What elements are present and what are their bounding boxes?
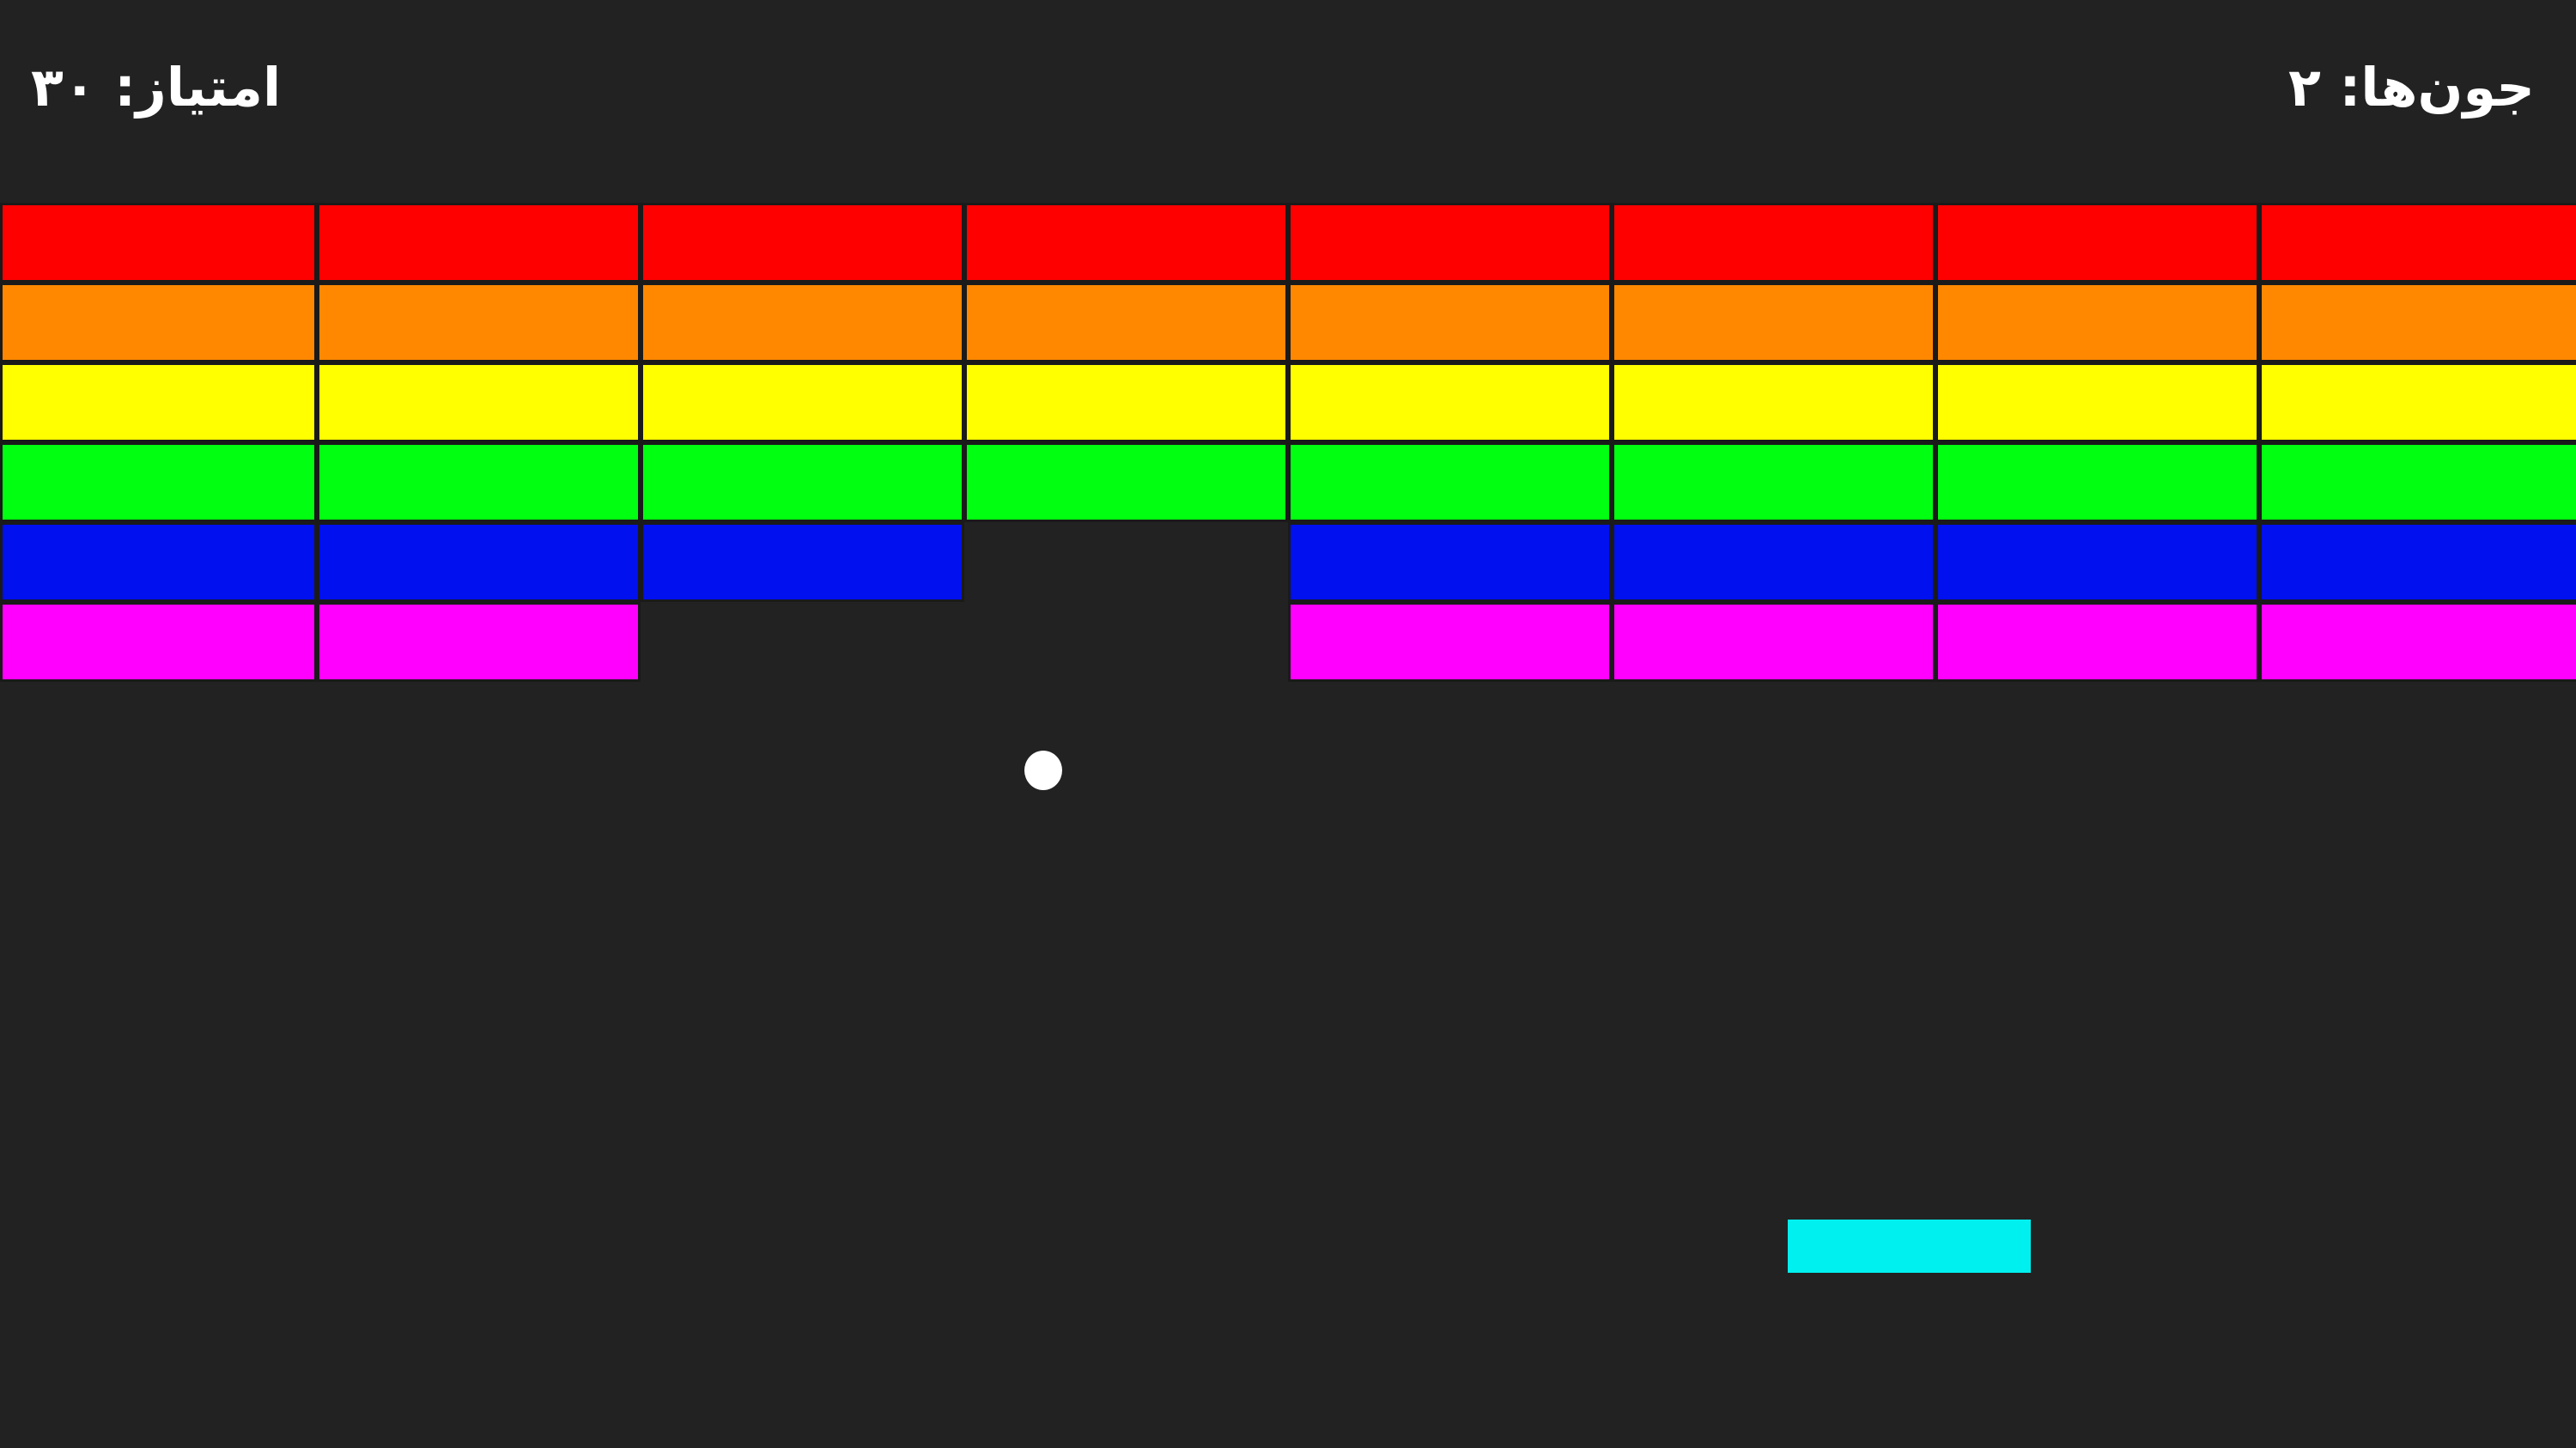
brick — [1935, 442, 2259, 522]
brick — [641, 522, 964, 602]
brick — [317, 442, 641, 522]
brick — [641, 283, 964, 362]
brick — [1288, 362, 1612, 442]
brick — [1612, 362, 1935, 442]
lives-display: جون‌ها: ۲ — [2288, 56, 2535, 119]
score-display: امتیاز: ۳۰ — [31, 56, 282, 119]
brick — [1935, 522, 2259, 602]
brick — [964, 203, 1288, 283]
brick — [1612, 442, 1935, 522]
brick — [0, 362, 317, 442]
brick — [2259, 442, 2576, 522]
brick — [0, 522, 317, 602]
brick — [317, 522, 641, 602]
brick — [0, 602, 317, 682]
brick — [2259, 362, 2576, 442]
brick — [1612, 602, 1935, 682]
brick — [1612, 522, 1935, 602]
brick — [2259, 602, 2576, 682]
brick — [641, 442, 964, 522]
brick — [2259, 203, 2576, 283]
brick — [1935, 602, 2259, 682]
ball — [1024, 751, 1062, 790]
brick — [641, 203, 964, 283]
brick — [317, 283, 641, 362]
brick — [2259, 522, 2576, 602]
brick — [1935, 283, 2259, 362]
brick — [1288, 442, 1612, 522]
brick — [0, 203, 317, 283]
brick — [317, 602, 641, 682]
brick — [317, 362, 641, 442]
brick — [964, 283, 1288, 362]
brick — [317, 203, 641, 283]
brick — [1612, 283, 1935, 362]
brick — [2259, 283, 2576, 362]
brick — [1288, 283, 1612, 362]
paddle[interactable] — [1788, 1220, 2031, 1273]
brick — [1612, 203, 1935, 283]
brick — [641, 362, 964, 442]
brick — [964, 442, 1288, 522]
brick — [1935, 362, 2259, 442]
brick — [0, 442, 317, 522]
brick — [964, 362, 1288, 442]
brick — [1935, 203, 2259, 283]
brick — [1288, 522, 1612, 602]
brick — [0, 283, 317, 362]
brick — [1288, 602, 1612, 682]
brick — [1288, 203, 1612, 283]
